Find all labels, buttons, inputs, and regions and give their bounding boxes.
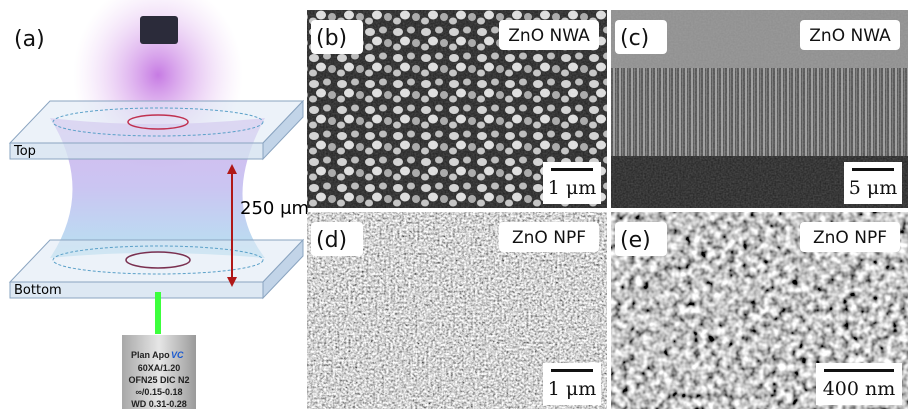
scale-bar [824,369,894,372]
scale-bar [551,168,593,171]
light-source [140,16,178,44]
objective-text: VC [171,350,184,360]
scale-text: 400 nm [823,378,896,400]
figure: (a) Top Bottom 250 μm Plan Apo VC 60XA/1… [0,0,910,409]
scale-text: 5 μm [849,177,898,199]
bottom-label: Bottom [14,283,62,298]
objective-text: 60XA/1.20 [138,363,181,373]
panel-label: (d) [316,228,347,253]
top-slab-edge [10,143,263,159]
objective-text: OFN25 DIC N2 [128,375,189,385]
panel-title: ZnO NPF [813,228,887,248]
gap-label: 250 μm [240,198,309,219]
objective-text: WD 0.31-0.28 [131,399,187,409]
panel-label: (a) [14,27,45,52]
scale-bar [852,168,894,171]
objective-text: ∞/0.15-0.18 [136,387,183,397]
top-slab [10,101,303,143]
scale-text: 1 μm [548,378,597,400]
panel-a: (a) Top Bottom 250 μm Plan Apo VC 60XA/1… [10,0,309,409]
scale-text: 1 μm [548,177,597,199]
objective-text: Plan Apo [131,350,170,360]
panel-label: (e) [620,228,651,253]
green-beam [155,292,161,334]
panel-title: ZnO NWA [508,26,590,46]
scale-bar [551,369,593,372]
panel-title: ZnO NPF [512,228,586,248]
panel-title: ZnO NWA [809,26,891,46]
panel-label: (c) [620,26,649,51]
panel-label: (b) [316,26,347,51]
top-label: Top [13,144,36,159]
